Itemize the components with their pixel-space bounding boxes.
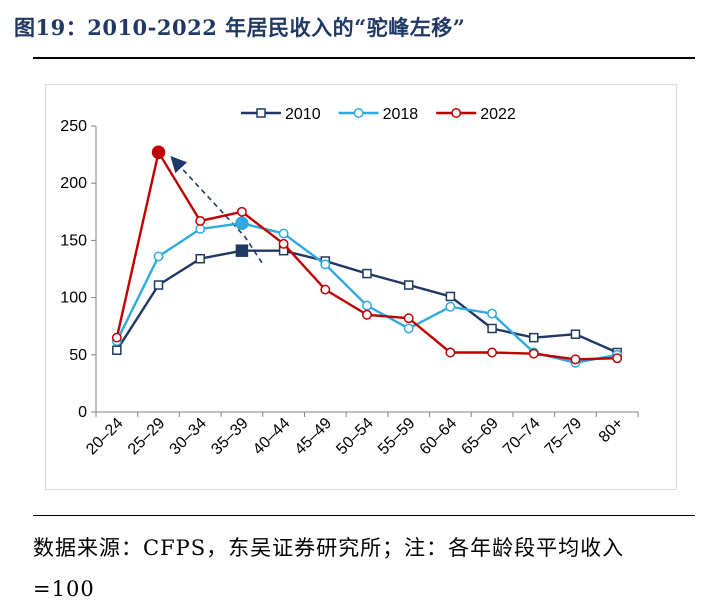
legend-item-2018: 2018	[338, 106, 419, 123]
y-tick-label: 50	[69, 347, 87, 364]
line-chart: 0 50 100 150 200 250 20–2425–2930–3435–3940–44…	[60, 106, 639, 459]
legend-swatch-marker	[353, 108, 364, 118]
x-tick-label: 50–54	[333, 415, 377, 459]
series-2010-point	[112, 345, 122, 355]
series-2022-point	[236, 206, 247, 217]
x-tick-label: 60–64	[417, 415, 461, 459]
series-2022-point	[612, 353, 623, 364]
source-note: 数据来源：CFPS，东吴证券研究所；注：各年龄段平均收入=100	[33, 536, 625, 601]
series-2018-line	[115, 222, 618, 365]
x-tick-label: 40–44	[250, 415, 294, 459]
legend-label: 2022	[480, 106, 516, 123]
x-tick-label: 20–24	[83, 415, 127, 459]
series-2018-point	[445, 301, 456, 312]
series-2018-point	[403, 323, 414, 334]
series-2010-point	[529, 332, 539, 343]
series-2010-point	[570, 329, 581, 339]
x-tick-label: 30–34	[167, 415, 211, 459]
x-tick-label: 80+	[596, 415, 627, 446]
series-2010-point	[153, 280, 164, 290]
series-2022-point	[528, 348, 539, 359]
series-2018-point	[320, 259, 331, 270]
x-tick-label: 25–29	[125, 415, 169, 459]
figure-title: 图19：2010-2022 年居民收入的“驼峰左移”	[14, 15, 466, 40]
y-tick-label: 0	[78, 404, 87, 421]
x-tick-label: 55–59	[375, 415, 419, 459]
top-rule	[33, 57, 695, 59]
y-tick-label: 100	[60, 290, 87, 307]
legend-swatch-marker	[451, 108, 462, 118]
series-2010-point	[403, 280, 414, 290]
series-2022-point	[570, 354, 581, 365]
chart-frame: 0 50 100 150 200 250 20–24 25–29 30–34 35–39 40–44…	[45, 84, 677, 490]
series-2010-point	[445, 291, 456, 302]
legend-label: 2018	[383, 106, 419, 123]
x-tick-label: 65–69	[458, 415, 502, 459]
y-tick-label: 250	[60, 118, 87, 135]
x-tick-label: 35–39	[208, 415, 252, 459]
series-2022-line	[115, 151, 618, 361]
series-2018	[111, 216, 623, 368]
peak-shift-arrow	[170, 155, 263, 264]
series-2018-point	[195, 224, 206, 234]
y-tick-label: 200	[60, 175, 87, 192]
series-2022	[111, 145, 623, 365]
series-2022-point	[195, 216, 206, 226]
series-2018-point	[278, 228, 289, 239]
series-2022-point	[445, 347, 456, 358]
x-tick-label: 45–49	[292, 415, 336, 459]
series-2022-point	[278, 238, 289, 249]
legend-swatch-marker	[256, 108, 266, 118]
legend-item-2010: 2010	[241, 106, 321, 123]
series-2022-point	[111, 332, 122, 343]
series-2018-point	[235, 216, 249, 230]
series-2010	[112, 244, 622, 358]
series-2018-point	[153, 251, 164, 262]
x-tick-label: 70–74	[500, 415, 544, 459]
series-2022-point	[403, 313, 414, 324]
legend-label: 2010	[285, 106, 321, 123]
series-2010-point	[362, 268, 372, 279]
x-tick-label: 75–79	[542, 415, 586, 459]
series-2010-point	[487, 323, 497, 334]
series-2018-point	[362, 300, 372, 311]
y-tick-label: 150	[60, 232, 87, 249]
series-2010-point	[195, 253, 205, 264]
series-2022-point	[362, 309, 372, 320]
series-2022-point	[487, 347, 498, 358]
series-2022-point	[151, 145, 166, 160]
legend-item-2022: 2022	[436, 106, 516, 123]
series-2010-point	[235, 244, 249, 257]
series-2022-point	[320, 284, 331, 295]
bottom-rule	[33, 515, 695, 516]
series-2018-point	[487, 308, 498, 319]
